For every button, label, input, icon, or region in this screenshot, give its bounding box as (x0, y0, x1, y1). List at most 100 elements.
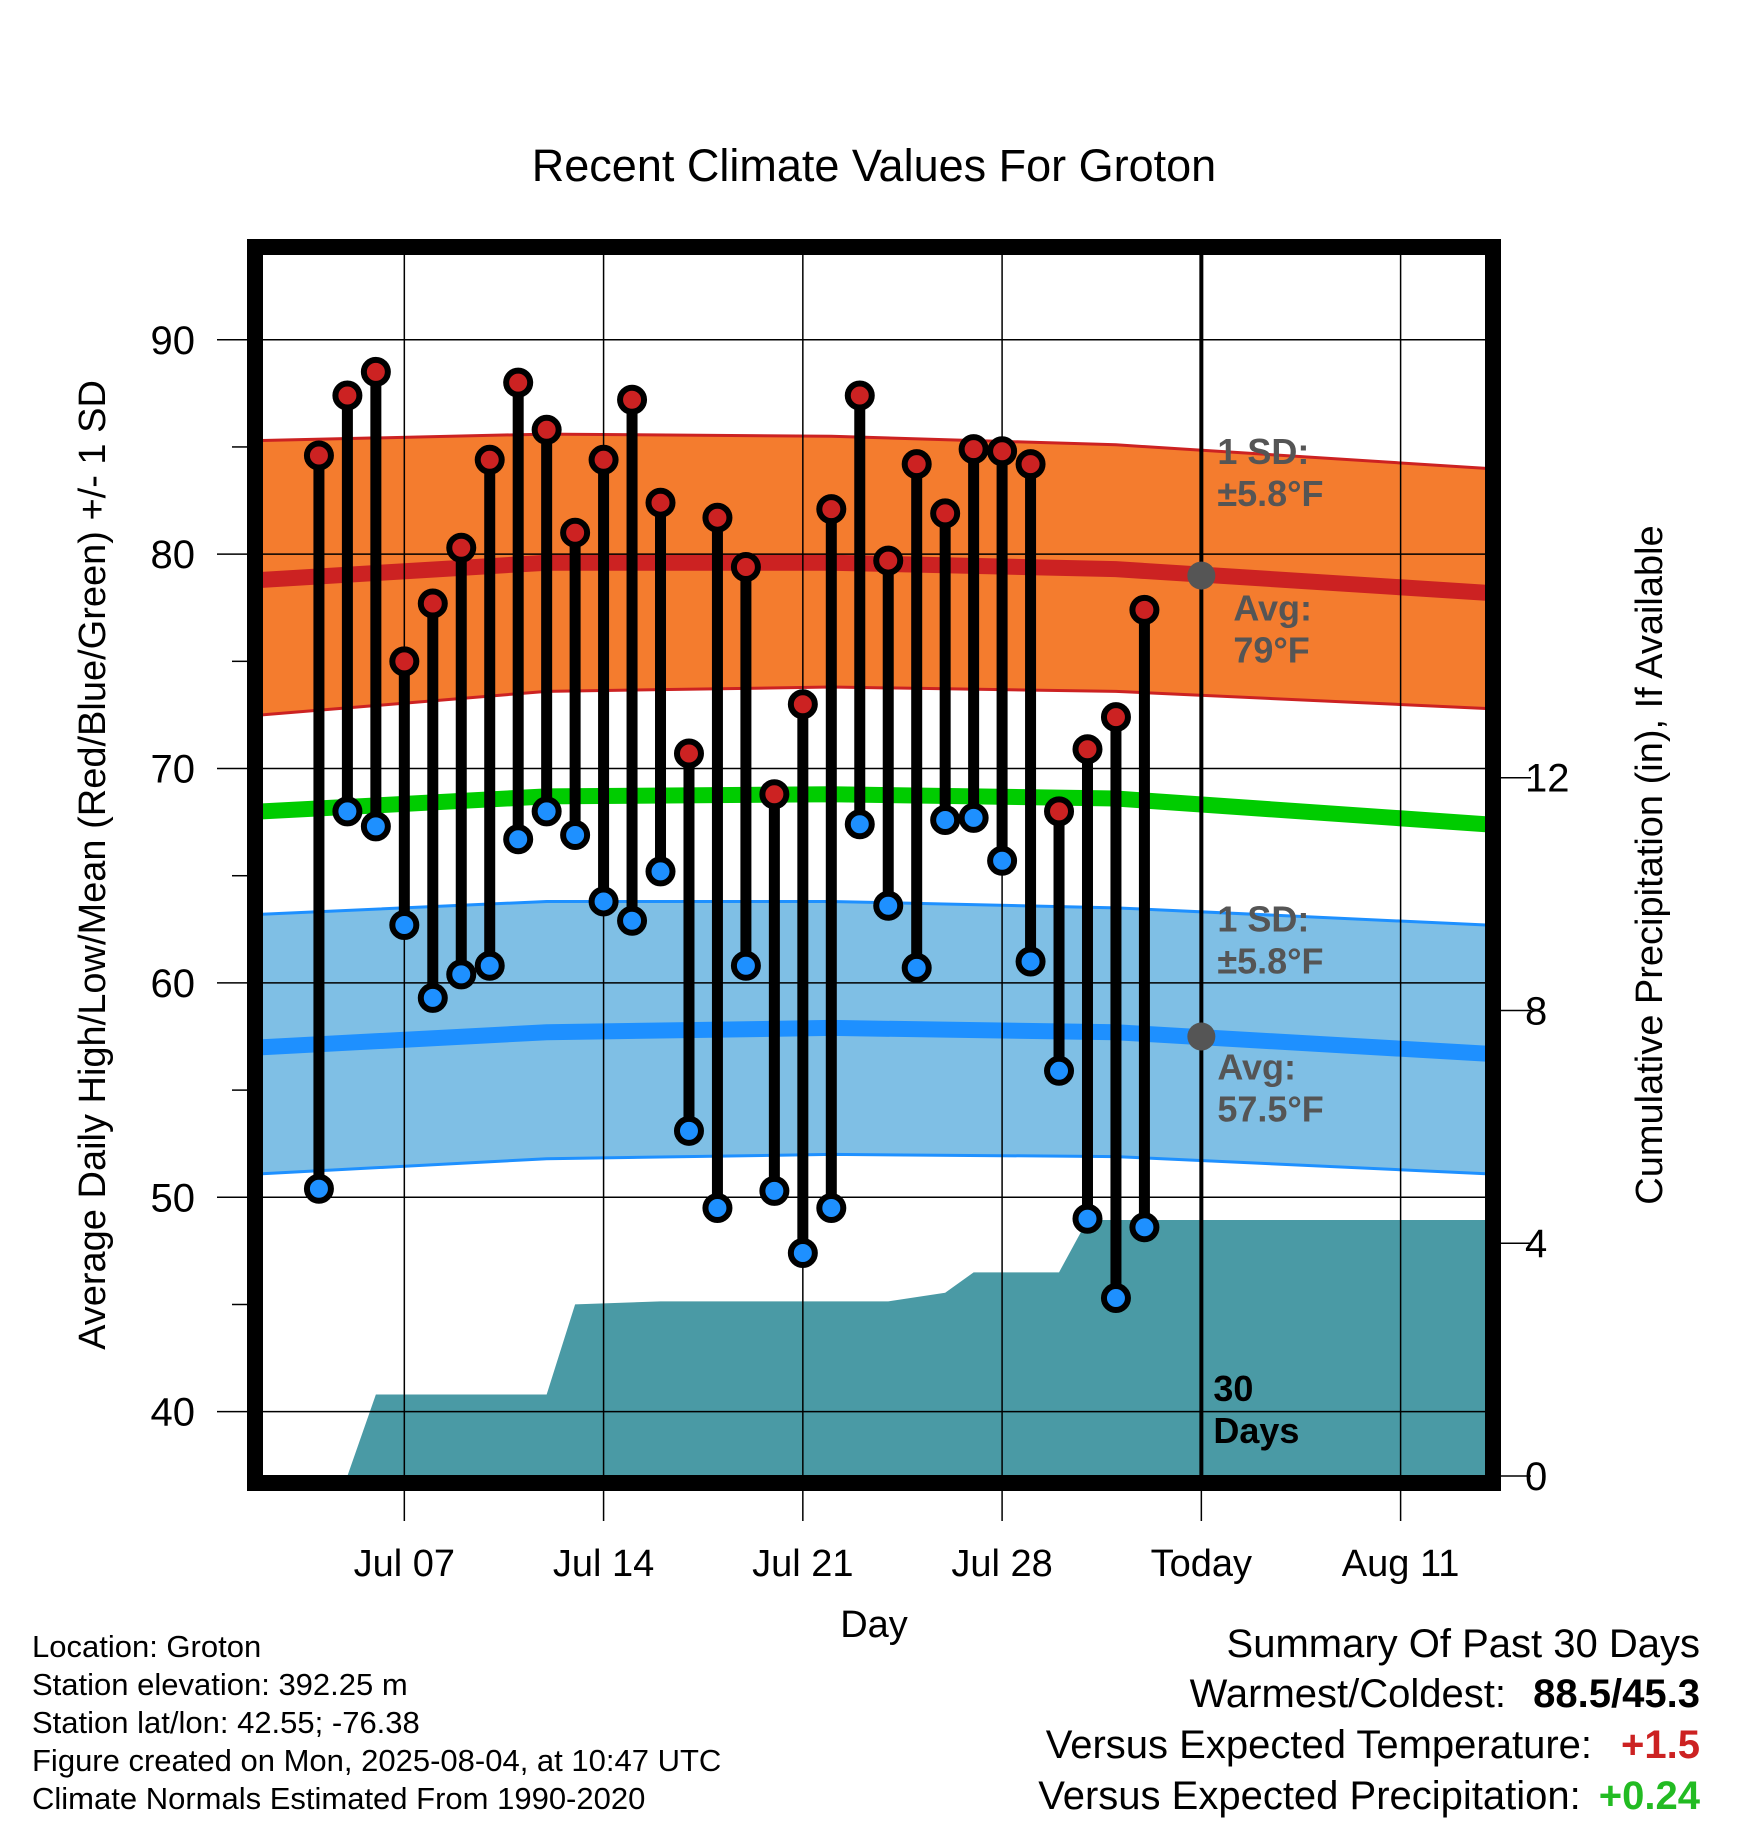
high-point (787, 689, 818, 720)
footer-latlon: Station lat/lon: 42.55; -76.38 (32, 1705, 420, 1740)
y-tick-label: 60 (151, 962, 196, 1006)
low-point (702, 1193, 733, 1224)
low-point (730, 950, 761, 981)
high-point (503, 367, 534, 398)
high-point (1044, 796, 1075, 827)
x-tick-label: Aug 11 (1342, 1543, 1460, 1585)
low-point (474, 950, 505, 981)
low-sd-label: ±5.8°F (1217, 940, 1323, 981)
today-days-label: 30 (1213, 1368, 1253, 1409)
low-sd-band (262, 901, 1486, 1174)
high-point (474, 444, 505, 475)
high-point (1015, 449, 1046, 480)
high-avg-label: Avg: (1233, 588, 1312, 629)
high-point (332, 380, 363, 411)
high-point (1100, 702, 1131, 733)
summary-value: 88.5/45.3 (1533, 1672, 1700, 1716)
low-avg-marker (1187, 1022, 1216, 1051)
low-point (1100, 1283, 1131, 1314)
high-point (987, 436, 1018, 467)
high-point (930, 498, 961, 529)
high-point (901, 449, 932, 480)
summary-title: Summary Of Past 30 Days (1226, 1622, 1700, 1666)
high-sd-label: 1 SD: (1217, 431, 1309, 472)
low-point (503, 824, 534, 855)
high-avg-label: 79°F (1233, 630, 1309, 671)
low-point (873, 890, 904, 921)
low-point (417, 982, 448, 1013)
low-point (332, 796, 363, 827)
plot-frame (247, 239, 1501, 1491)
high-avg-marker (1187, 561, 1216, 590)
summary-label: Warmest/Coldest: (1189, 1672, 1506, 1716)
high-point (560, 517, 591, 548)
high-point (702, 502, 733, 533)
y2-tick-label: 12 (1525, 757, 1570, 801)
summary-label: Versus Expected Temperature: (1045, 1723, 1592, 1767)
footer-elevation: Station elevation: 392.25 m (32, 1667, 408, 1702)
high-point (1072, 734, 1103, 765)
high-point (1129, 594, 1160, 625)
x-axis-label: Day (840, 1604, 908, 1646)
low-point (930, 804, 961, 835)
summary-row-warmest: Warmest/Coldest: 88.5/45.3 (1190, 1672, 1700, 1717)
x-tick-label: Jul 07 (354, 1543, 455, 1585)
high-point (873, 545, 904, 576)
high-point (417, 588, 448, 619)
y-tick-label: 80 (151, 533, 196, 577)
footer-location: Location: Groton (32, 1629, 262, 1664)
high-point (645, 487, 676, 518)
low-point (1072, 1203, 1103, 1234)
low-point (958, 802, 989, 833)
high-point (617, 384, 648, 415)
y2-axis-label: Cumulative Precipitation (in), If Availa… (1629, 525, 1671, 1204)
high-sd-label: ±5.8°F (1217, 473, 1323, 514)
precip-area (347, 1219, 1486, 1476)
high-sd-band (262, 434, 1486, 715)
high-point (360, 356, 391, 387)
low-point (901, 952, 932, 983)
summary-row-precipitation: Versus Expected Precipitation: +0.24 (1038, 1774, 1700, 1819)
low-point (588, 886, 619, 917)
y2-tick-label: 8 (1525, 989, 1547, 1033)
y-tick-label: 90 (151, 319, 196, 363)
low-sd-label: 1 SD: (1217, 898, 1309, 939)
high-point (588, 444, 619, 475)
high-point (531, 414, 562, 445)
low-point (816, 1193, 847, 1224)
summary-row-temperature: Versus Expected Temperature: +1.5 (1046, 1723, 1700, 1768)
high-point (958, 434, 989, 465)
x-tick-label: Jul 21 (752, 1543, 853, 1585)
high-point (446, 532, 477, 563)
low-point (987, 845, 1018, 876)
summary-value: +1.5 (1621, 1723, 1700, 1767)
chart-title: Recent Climate Values For Groton (532, 140, 1216, 191)
low-point (1129, 1212, 1160, 1243)
high-point (303, 440, 334, 471)
y-tick-label: 50 (151, 1176, 196, 1220)
low-point (759, 1175, 790, 1206)
low-point (673, 1115, 704, 1146)
y-tick-label: 70 (151, 748, 196, 792)
footer-info: Location: Groton Station elevation: 392.… (32, 1628, 721, 1818)
summary-value: +0.24 (1598, 1774, 1700, 1818)
x-tick-label: Today (1151, 1543, 1252, 1585)
today-days-label: Days (1213, 1410, 1299, 1451)
high-point (389, 646, 420, 677)
footer-normals: Climate Normals Estimated From 1990-2020 (32, 1781, 646, 1816)
x-tick-label: Jul 14 (553, 1543, 654, 1585)
y-axis-label: Average Daily High/Low/Mean (Red/Blue/Gr… (72, 380, 114, 1350)
low-avg-label: 57.5°F (1217, 1088, 1323, 1129)
low-point (1015, 946, 1046, 977)
y-tick-label: 40 (151, 1391, 196, 1435)
x-tick-label: Jul 28 (951, 1543, 1052, 1585)
low-point (303, 1173, 334, 1204)
high-point (673, 738, 704, 769)
low-point (617, 905, 648, 936)
footer-created: Figure created on Mon, 2025-08-04, at 10… (32, 1743, 722, 1778)
high-point (816, 494, 847, 525)
low-point (645, 856, 676, 887)
high-point (730, 552, 761, 583)
